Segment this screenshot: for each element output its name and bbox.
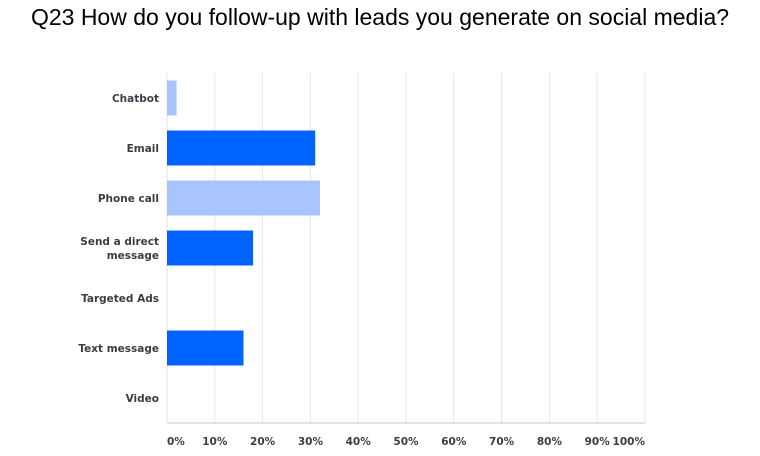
- x-tick-label: 20%: [250, 436, 276, 448]
- bar: [167, 330, 244, 366]
- x-tick-label: 80%: [537, 436, 563, 448]
- x-tick-label: 50%: [393, 436, 419, 448]
- x-tick-label: 10%: [202, 436, 228, 448]
- category-label: Send a direct: [80, 236, 159, 248]
- category-label: Phone call: [98, 193, 159, 205]
- category-label: Text message: [78, 343, 159, 355]
- x-tick-label: 30%: [298, 436, 324, 448]
- bar: [167, 230, 254, 266]
- x-tick-label: 70%: [489, 436, 515, 448]
- x-tick-label: 0%: [167, 436, 185, 448]
- category-label: Email: [127, 143, 159, 155]
- chart-title: Q23 How do you follow-up with leads you …: [30, 4, 730, 30]
- bar: [167, 180, 320, 216]
- x-tick-label: 100%: [613, 436, 646, 448]
- category-label: Targeted Ads: [81, 293, 159, 305]
- x-tick-label: 90%: [585, 436, 611, 448]
- category-label: message: [107, 250, 159, 262]
- category-label: Video: [126, 393, 159, 405]
- x-tick-label: 40%: [346, 436, 372, 448]
- x-tick-label: 60%: [441, 436, 467, 448]
- category-label: Chatbot: [112, 93, 159, 105]
- bar: [167, 80, 177, 116]
- bar: [167, 130, 316, 166]
